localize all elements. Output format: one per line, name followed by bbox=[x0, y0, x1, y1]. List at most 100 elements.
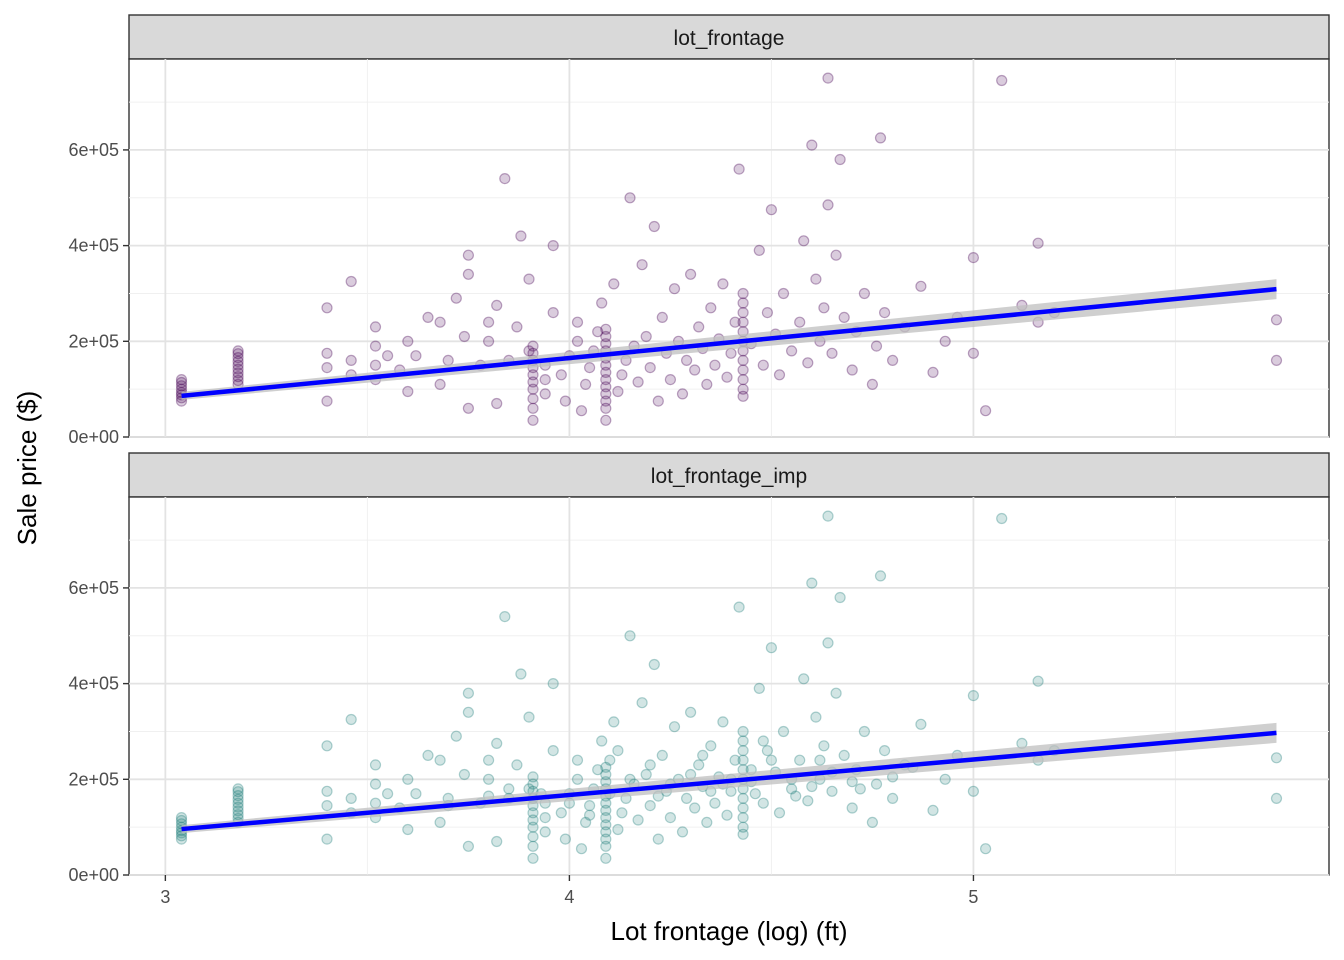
data-point bbox=[547, 307, 559, 319]
data-point bbox=[402, 823, 414, 836]
data-point bbox=[838, 749, 850, 762]
data-point bbox=[527, 814, 539, 826]
data-point bbox=[321, 785, 333, 797]
data-point bbox=[175, 380, 188, 392]
data-point bbox=[583, 809, 596, 821]
data-point bbox=[818, 302, 830, 314]
data-point bbox=[830, 687, 842, 699]
data-point bbox=[866, 816, 879, 829]
data-point bbox=[709, 797, 721, 809]
strip-background-lot-frontage bbox=[128, 14, 1330, 60]
x-tick-label: 3 bbox=[160, 887, 170, 907]
data-point bbox=[648, 658, 660, 671]
data-point bbox=[462, 249, 474, 261]
data-point bbox=[600, 330, 612, 343]
data-point bbox=[644, 799, 656, 812]
data-point bbox=[644, 759, 656, 771]
data-point bbox=[612, 744, 624, 757]
data-point bbox=[527, 393, 539, 405]
data-point bbox=[664, 811, 677, 824]
data-point bbox=[939, 335, 951, 347]
data-point bbox=[527, 778, 539, 790]
data-point bbox=[632, 376, 644, 388]
data-point bbox=[600, 840, 612, 852]
data-point bbox=[656, 311, 668, 323]
data-point bbox=[575, 843, 588, 855]
data-point bbox=[547, 677, 559, 690]
data-point bbox=[858, 287, 871, 300]
data-point bbox=[483, 316, 495, 328]
data-point bbox=[802, 357, 814, 369]
data-point bbox=[733, 601, 745, 613]
data-point bbox=[761, 307, 774, 319]
data-point bbox=[749, 788, 761, 800]
data-point bbox=[624, 773, 636, 785]
data-point bbox=[402, 773, 414, 785]
data-point bbox=[232, 783, 244, 795]
data-point bbox=[369, 340, 382, 352]
data-point bbox=[668, 721, 681, 733]
data-point bbox=[462, 840, 474, 852]
data-point bbox=[232, 371, 244, 383]
data-point bbox=[737, 735, 749, 747]
data-point bbox=[571, 316, 584, 328]
data-point bbox=[737, 802, 749, 814]
data-point bbox=[773, 807, 786, 819]
data-point bbox=[232, 374, 244, 387]
data-point bbox=[737, 725, 749, 738]
data-point bbox=[583, 799, 596, 812]
data-point bbox=[539, 826, 551, 838]
data-point bbox=[705, 740, 717, 752]
data-point bbox=[737, 792, 749, 805]
data-point bbox=[232, 355, 244, 367]
trend-line bbox=[181, 730, 1277, 832]
data-point bbox=[676, 388, 689, 400]
data-point bbox=[434, 754, 446, 766]
data-point bbox=[680, 354, 693, 366]
data-point bbox=[753, 682, 765, 695]
data-point bbox=[321, 395, 333, 407]
data-point bbox=[321, 347, 333, 359]
data-point bbox=[422, 311, 434, 323]
data-point bbox=[491, 397, 503, 410]
data-point bbox=[927, 366, 939, 378]
data-point bbox=[527, 821, 539, 833]
x-tick-label: 5 bbox=[968, 887, 978, 907]
data-point bbox=[644, 362, 656, 374]
data-point bbox=[527, 840, 539, 852]
data-point bbox=[232, 805, 244, 817]
data-point bbox=[753, 244, 765, 256]
data-point bbox=[979, 405, 992, 417]
data-point bbox=[858, 725, 871, 738]
data-point bbox=[624, 192, 636, 204]
data-point bbox=[369, 759, 382, 771]
data-point bbox=[794, 316, 806, 328]
data-point bbox=[846, 802, 858, 814]
data-point bbox=[458, 768, 470, 781]
data-point bbox=[515, 230, 527, 242]
data-point bbox=[600, 402, 612, 414]
plot-area-lot-frontage bbox=[128, 58, 1330, 438]
data-point bbox=[802, 795, 814, 807]
data-point bbox=[596, 297, 608, 309]
data-point bbox=[624, 630, 636, 642]
data-point bbox=[523, 711, 535, 723]
data-point bbox=[596, 735, 608, 747]
data-point bbox=[777, 287, 790, 300]
data-point bbox=[915, 280, 927, 292]
data-point bbox=[886, 792, 899, 805]
data-point bbox=[785, 345, 798, 357]
data-point bbox=[737, 354, 749, 366]
data-point bbox=[600, 323, 612, 335]
x-axis: 3 4 5 bbox=[160, 875, 978, 907]
data-point bbox=[822, 199, 834, 211]
data-point bbox=[608, 716, 620, 728]
data-point bbox=[321, 833, 333, 845]
data-point bbox=[600, 388, 612, 400]
data-point bbox=[555, 369, 567, 381]
data-point bbox=[822, 72, 834, 84]
data-point bbox=[652, 395, 664, 407]
panel-lot-frontage: lot_frontage 0e+00 2e+05 4e+05 6e+05 bbox=[68, 14, 1330, 447]
data-point bbox=[870, 340, 883, 352]
y-axis-title: Sale price ($) bbox=[12, 391, 42, 546]
